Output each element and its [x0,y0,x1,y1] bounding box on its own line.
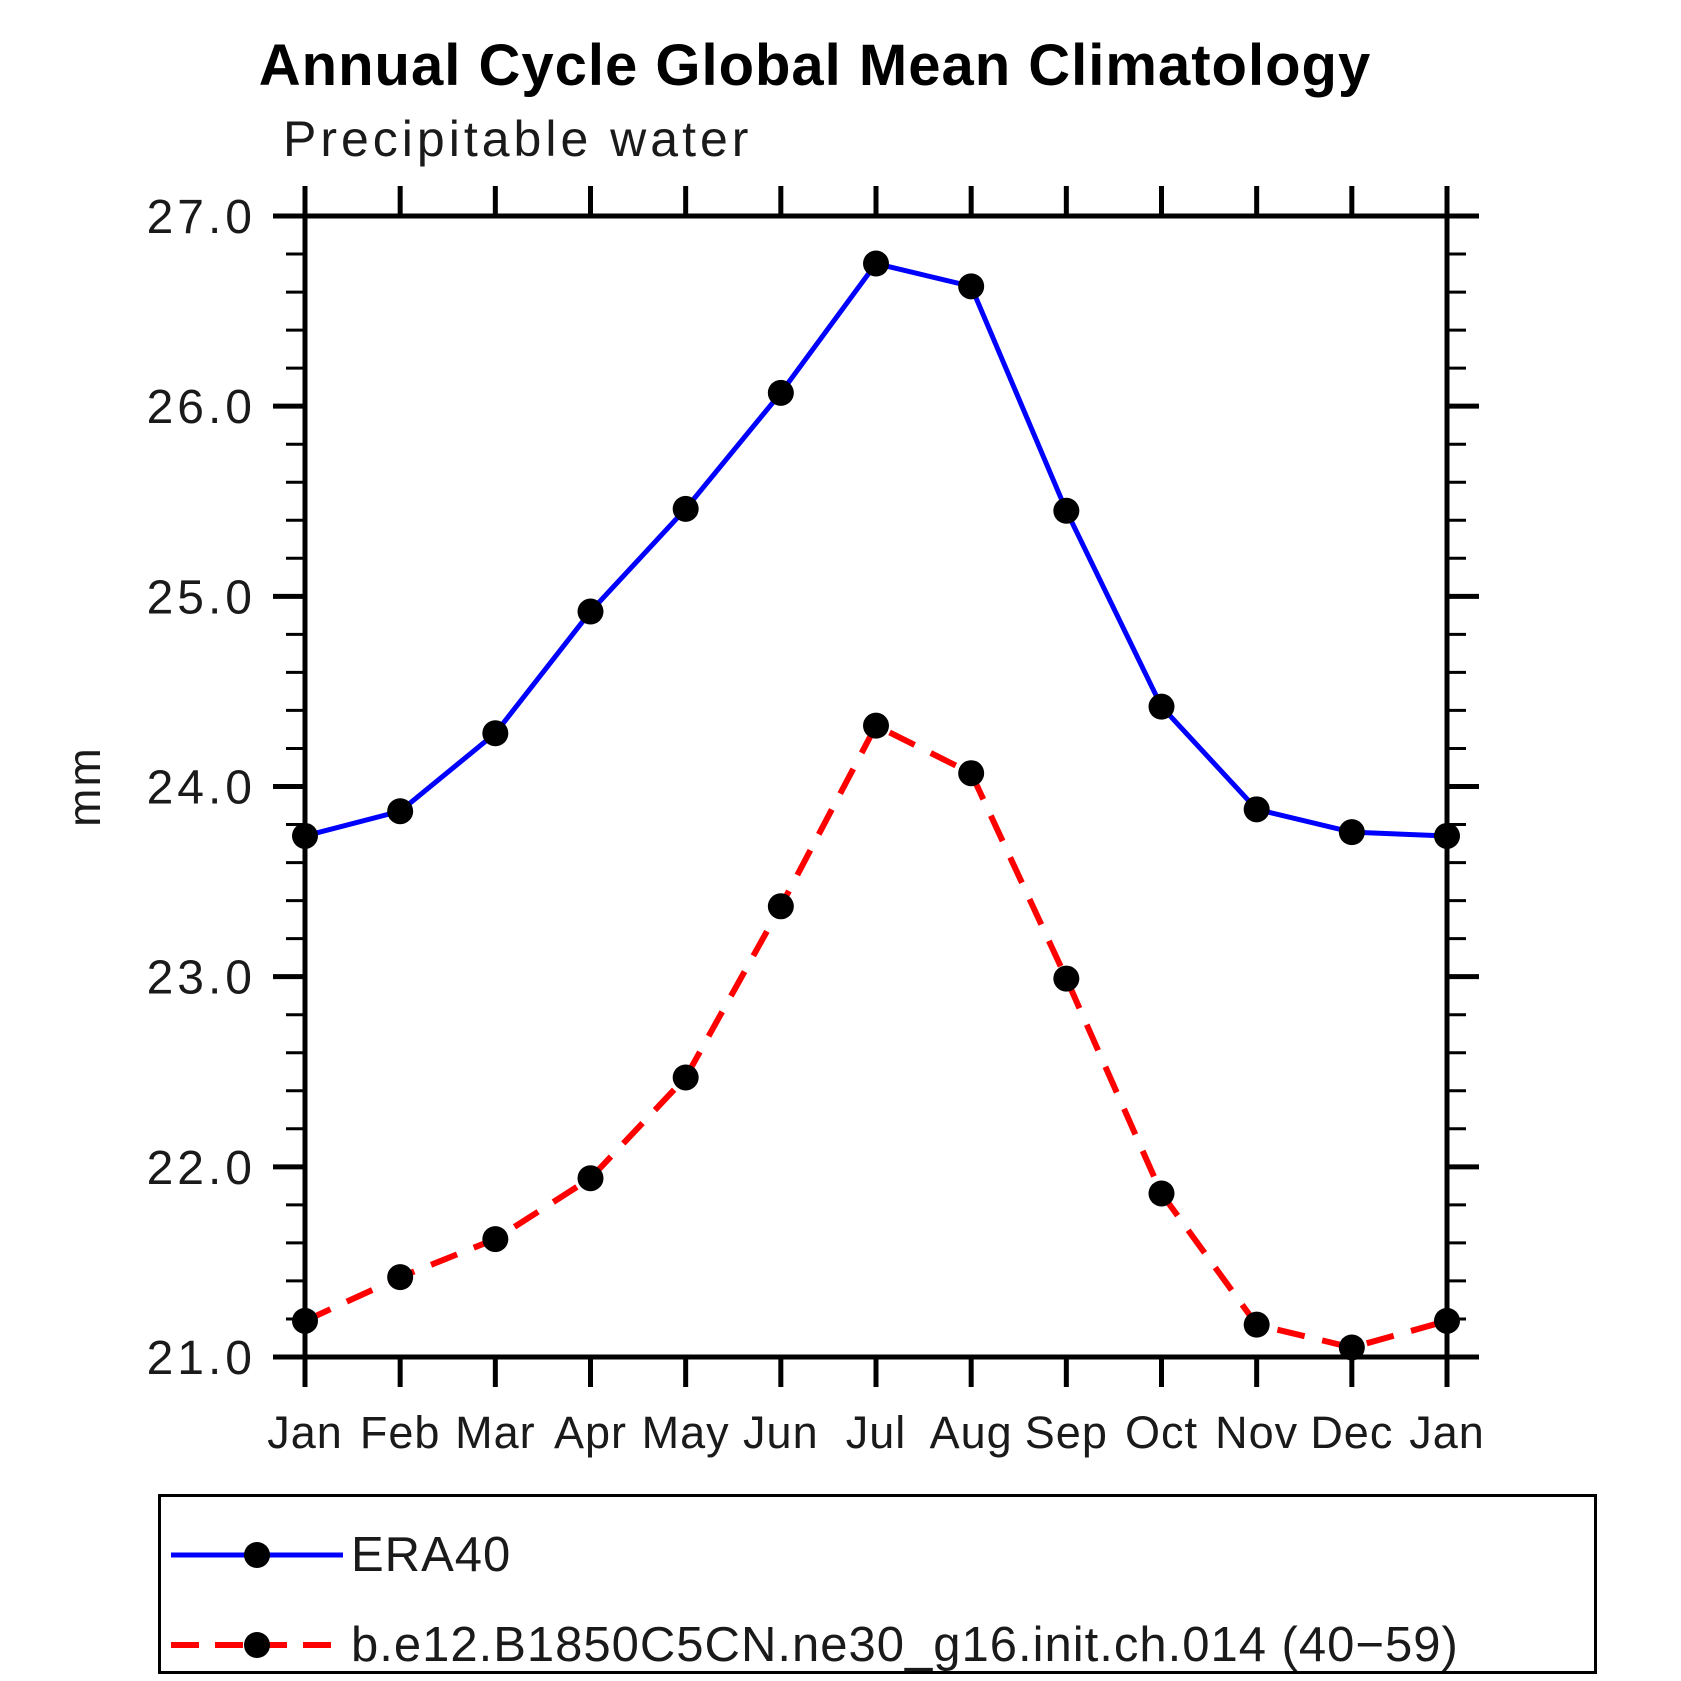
model-line-sample [171,1632,343,1658]
y-tick-label: 21.0 [147,1332,256,1385]
chart-title: Annual Cycle Global Mean Climatology [258,33,1372,98]
data-point-marker [1434,822,1460,849]
y-tick-label: 25.0 [147,571,256,624]
x-tick-label: Dec [1310,1407,1393,1458]
y-axis-label: mm [58,746,110,827]
data-point-marker [1243,796,1270,823]
data-point-marker [767,893,794,920]
data-point-marker [958,273,985,300]
era40-line-sample [171,1542,343,1568]
y-tick-label: 26.0 [147,381,256,434]
data-point-marker [577,598,604,625]
x-tick-label: Aug [930,1407,1013,1458]
data-point-marker [292,822,318,849]
data-point-marker [577,1165,604,1192]
legend-item-model: b.e12.B1850C5CN.ne30_g16.init.ch.014 (40… [169,1618,1459,1672]
y-tick-label: 23.0 [147,952,256,1005]
x-tick-label: Mar [455,1407,536,1458]
legend-label-model: b.e12.B1850C5CN.ne30_g16.init.ch.014 (40… [351,1618,1459,1672]
data-point-marker [863,712,889,739]
legend-label-era40: ERA40 [351,1528,512,1582]
data-point-marker [1148,693,1175,720]
series-line-era40 [304,260,1448,839]
plot-box [302,213,1450,1360]
data-point-marker [672,495,699,522]
data-point-marker [767,379,794,406]
model-sample-marker [244,1632,270,1658]
data-point-marker [1053,497,1080,524]
y-tick-label: 27.0 [147,191,256,244]
x-tick-label: Jun [743,1407,819,1458]
x-tick-label: Apr [554,1407,627,1458]
data-point-marker [482,720,509,747]
legend-box: ERA40 b.e12.B1850C5CN.ne30_g16.init.ch.0… [158,1494,1597,1674]
data-point-marker [672,1064,699,1091]
series-line-model [303,721,1448,1351]
x-tick-label: Jul [846,1407,907,1458]
x-tick-label: May [642,1407,730,1458]
x-tick-label: Jan [267,1407,343,1458]
data-point-marker [1053,965,1080,992]
data-point-marker [387,798,414,825]
data-point-marker [292,1307,318,1334]
x-tick-label: Feb [360,1407,441,1458]
data-point-marker [387,1264,414,1291]
legend-item-era40: ERA40 [169,1528,511,1582]
chart-subtitle: Precipitable water [283,111,753,167]
x-tick-label: Jan [1409,1407,1485,1458]
plot-area: Jan Feb Mar Apr May Jun Jul Aug Sep Oct Nov Dec Jan2… [58,186,1485,1458]
data-point-marker [863,250,889,277]
data-point-marker [482,1226,509,1253]
y-tick-label: 22.0 [147,1142,256,1195]
data-point-marker [958,760,985,787]
data-point-marker [1434,1307,1460,1334]
data-point-marker [1338,819,1365,846]
x-tick-label: Oct [1125,1407,1198,1458]
data-point-marker [1148,1180,1175,1207]
data-point-marker [1338,1334,1365,1361]
data-point-marker [1243,1311,1270,1338]
era40-sample-marker [244,1542,270,1568]
y-tick-label: 24.0 [147,762,256,815]
x-tick-label: Nov [1215,1407,1298,1458]
x-tick-label: Sep [1025,1407,1108,1458]
